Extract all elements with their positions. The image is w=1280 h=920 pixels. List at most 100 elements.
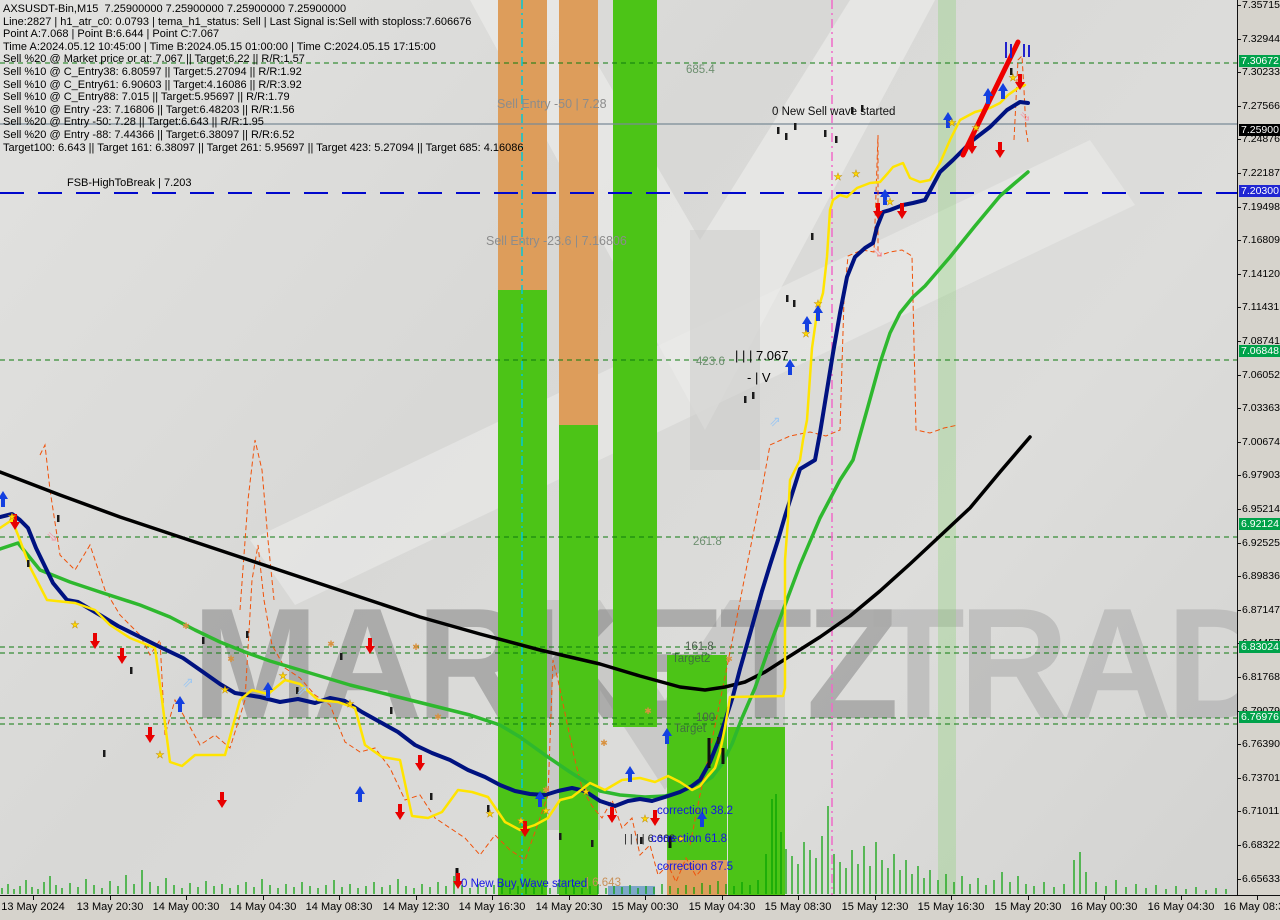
price-axis-label: 7.03363 — [1242, 402, 1280, 414]
pink-arrow-icon: ⇘ — [1019, 108, 1031, 124]
price-6663-label: | | | | 6.663 — [624, 833, 676, 845]
price-axis-label: 7.00674 — [1242, 436, 1280, 448]
price-axis-label: 6.89836 — [1242, 570, 1280, 582]
sell-arrow-icon — [995, 142, 1005, 158]
atr-stop-line — [1013, 54, 1029, 143]
price-axis-label: 7.14120 — [1242, 268, 1280, 280]
time-axis-label: 14 May 00:30 — [152, 901, 220, 913]
timeframe-band — [613, 0, 657, 727]
sell-arrow-icon — [90, 633, 100, 649]
star-signal-icon: ★ — [834, 172, 843, 183]
sell-arrow-icon — [520, 821, 530, 837]
buy-arrow-icon — [813, 305, 823, 321]
candle-mark — [717, 737, 720, 744]
sell-entry-236-label: Sell Entry -23.6 | 7.16806 — [486, 234, 627, 248]
info-line-10: Sell %20 @ Entry -88: 7.44366 || Target:… — [3, 128, 295, 141]
sell-arrow-icon — [395, 804, 405, 820]
sell-arrow-icon — [1015, 74, 1025, 90]
candle-mark — [640, 837, 643, 844]
star-signal-icon: ★ — [517, 816, 526, 827]
price-axis-label: 6.73701 — [1242, 772, 1280, 784]
info-line-0: AXSUSDT-Bin,M15 7.25900000 7.25900000 7.… — [3, 3, 347, 15]
blue-arrow-outline-icon: ⇗ — [182, 674, 194, 690]
info-line-4: Sell %20 @ Market price or at: 7.067 || … — [3, 53, 305, 66]
time-axis-label: 15 May 04:30 — [688, 901, 756, 913]
info-line-5: Sell %10 @ C_Entry38: 6.80597 || Target:… — [3, 65, 302, 78]
candle-mark — [430, 793, 433, 800]
orange-cross-icon: ✱ — [542, 785, 550, 795]
price-axis-label: 7.19498 — [1242, 201, 1280, 213]
star-signal-icon: ★ — [802, 329, 811, 340]
star-signal-icon: ★ — [972, 123, 981, 134]
star-signal-icon: ★ — [814, 299, 823, 310]
watermark-trade: TRADE — [872, 575, 1237, 753]
price-marker-7.25900: 7.25900 — [1239, 124, 1280, 136]
candle-mark — [752, 392, 755, 399]
fib-100-label: 100 — [696, 712, 716, 724]
orange-cross-icon: ✱ — [182, 621, 190, 631]
candle-mark — [559, 833, 562, 840]
buy-arrow-icon — [263, 682, 273, 698]
price-axis-label: 7.11431 — [1242, 301, 1280, 313]
orange-cross-icon: ✱ — [644, 706, 652, 716]
buy-arrow-icon — [785, 359, 795, 375]
star-signal-icon: ★ — [582, 787, 591, 798]
time-axis-label: 15 May 20:30 — [994, 901, 1062, 913]
sell-arrow-icon — [145, 727, 155, 743]
chart-plot-svg[interactable]: ★ ★ ★ ★ ★ ★ ★ ★ ★ ★ ★ ★ ★ ★ ★ ★ ★ ★ ★ ★ ✱ ✱ ✱ ✱ ✱ ✱ ✱ ✱ ✱ ⇘ ⇘ ⇘ ⇗ ⇗ ⇗ — [0, 0, 1237, 895]
buy-arrow-icon — [998, 83, 1008, 99]
buy-arrow-icon — [625, 766, 635, 782]
orange-cross-icon: ✱ — [725, 654, 733, 664]
price-axis-label: 7.16809 — [1242, 234, 1280, 246]
new-sell-wave-label: 0 New Sell wave started — [772, 106, 896, 118]
price-axis[interactable]: 7.35715 7.32944 7.30233 7.27566 7.24876 7.221… — [1237, 0, 1280, 918]
buy-arrow-icon — [0, 491, 8, 507]
time-axis-label: 15 May 00:30 — [611, 901, 679, 913]
candle-mark — [851, 107, 854, 114]
candle-bar — [707, 738, 711, 768]
time-axis-label: 15 May 16:30 — [917, 901, 985, 913]
ma-navy — [0, 100, 1030, 808]
price-axis-label: 6.92525 — [1242, 537, 1280, 549]
price-axis-label: 6.71011 — [1242, 805, 1280, 817]
new-buy-wave-label: 0 New Buy Wave started — [461, 878, 588, 890]
target1-label: Target — [674, 723, 706, 735]
buy-arrow-icon — [662, 728, 672, 744]
price-axis-label: 6.95214 — [1242, 503, 1280, 515]
candle-mark — [340, 653, 343, 660]
blue-arrow-outline-icon: ⇗ — [296, 682, 308, 698]
orange-cross-icon: ✱ — [434, 712, 442, 722]
price-axis-label: 7.08741 — [1242, 335, 1280, 347]
candle-bar — [721, 748, 725, 764]
candle-mark — [785, 133, 788, 140]
fib-423-label: 423.6 — [696, 356, 725, 368]
time-axis[interactable]: 13 May 2024 13 May 20:30 14 May 00:30 14 Ma… — [0, 895, 1280, 920]
time-axis-label: 15 May 08:30 — [764, 901, 832, 913]
buy-arrow-icon — [355, 786, 365, 802]
sell-arrow-icon — [897, 203, 907, 219]
timeframe-band — [559, 0, 598, 425]
fib-161-label: 161.8 — [685, 641, 714, 653]
orange-cross-icon: ✱ — [600, 738, 608, 748]
time-axis-label: 14 May 12:30 — [382, 901, 450, 913]
candle-mark — [487, 805, 490, 812]
star-signal-icon: ★ — [346, 699, 355, 710]
candle-mark — [591, 840, 594, 847]
sell-arrow-icon — [217, 792, 227, 808]
time-axis-label: 14 May 08:30 — [305, 901, 373, 913]
price-marker-7.06848: 7.06848 — [1239, 345, 1280, 357]
sell-arrow-icon — [453, 873, 463, 889]
price-axis-label: 7.27566 — [1242, 100, 1280, 112]
target2-label: Target2 — [672, 653, 711, 665]
price-marker-7.20300: 7.20300 — [1239, 185, 1280, 197]
star-signal-icon: ★ — [71, 620, 80, 631]
star-signal-icon: ★ — [221, 685, 230, 696]
buy-arrow-icon — [880, 189, 890, 205]
price-axis-label: 7.32944 — [1242, 33, 1280, 45]
chart-canvas[interactable]: MARKETZ TRADE ★★★★★★★★★★★★★★★★★★★★✱✱✱✱✱✱… — [0, 0, 1237, 895]
candle-mark — [57, 515, 60, 522]
candle-mark — [835, 136, 838, 143]
candle-mark — [246, 631, 249, 638]
red-trendline[interactable] — [960, 39, 1021, 158]
sell-arrow-icon — [365, 638, 375, 654]
